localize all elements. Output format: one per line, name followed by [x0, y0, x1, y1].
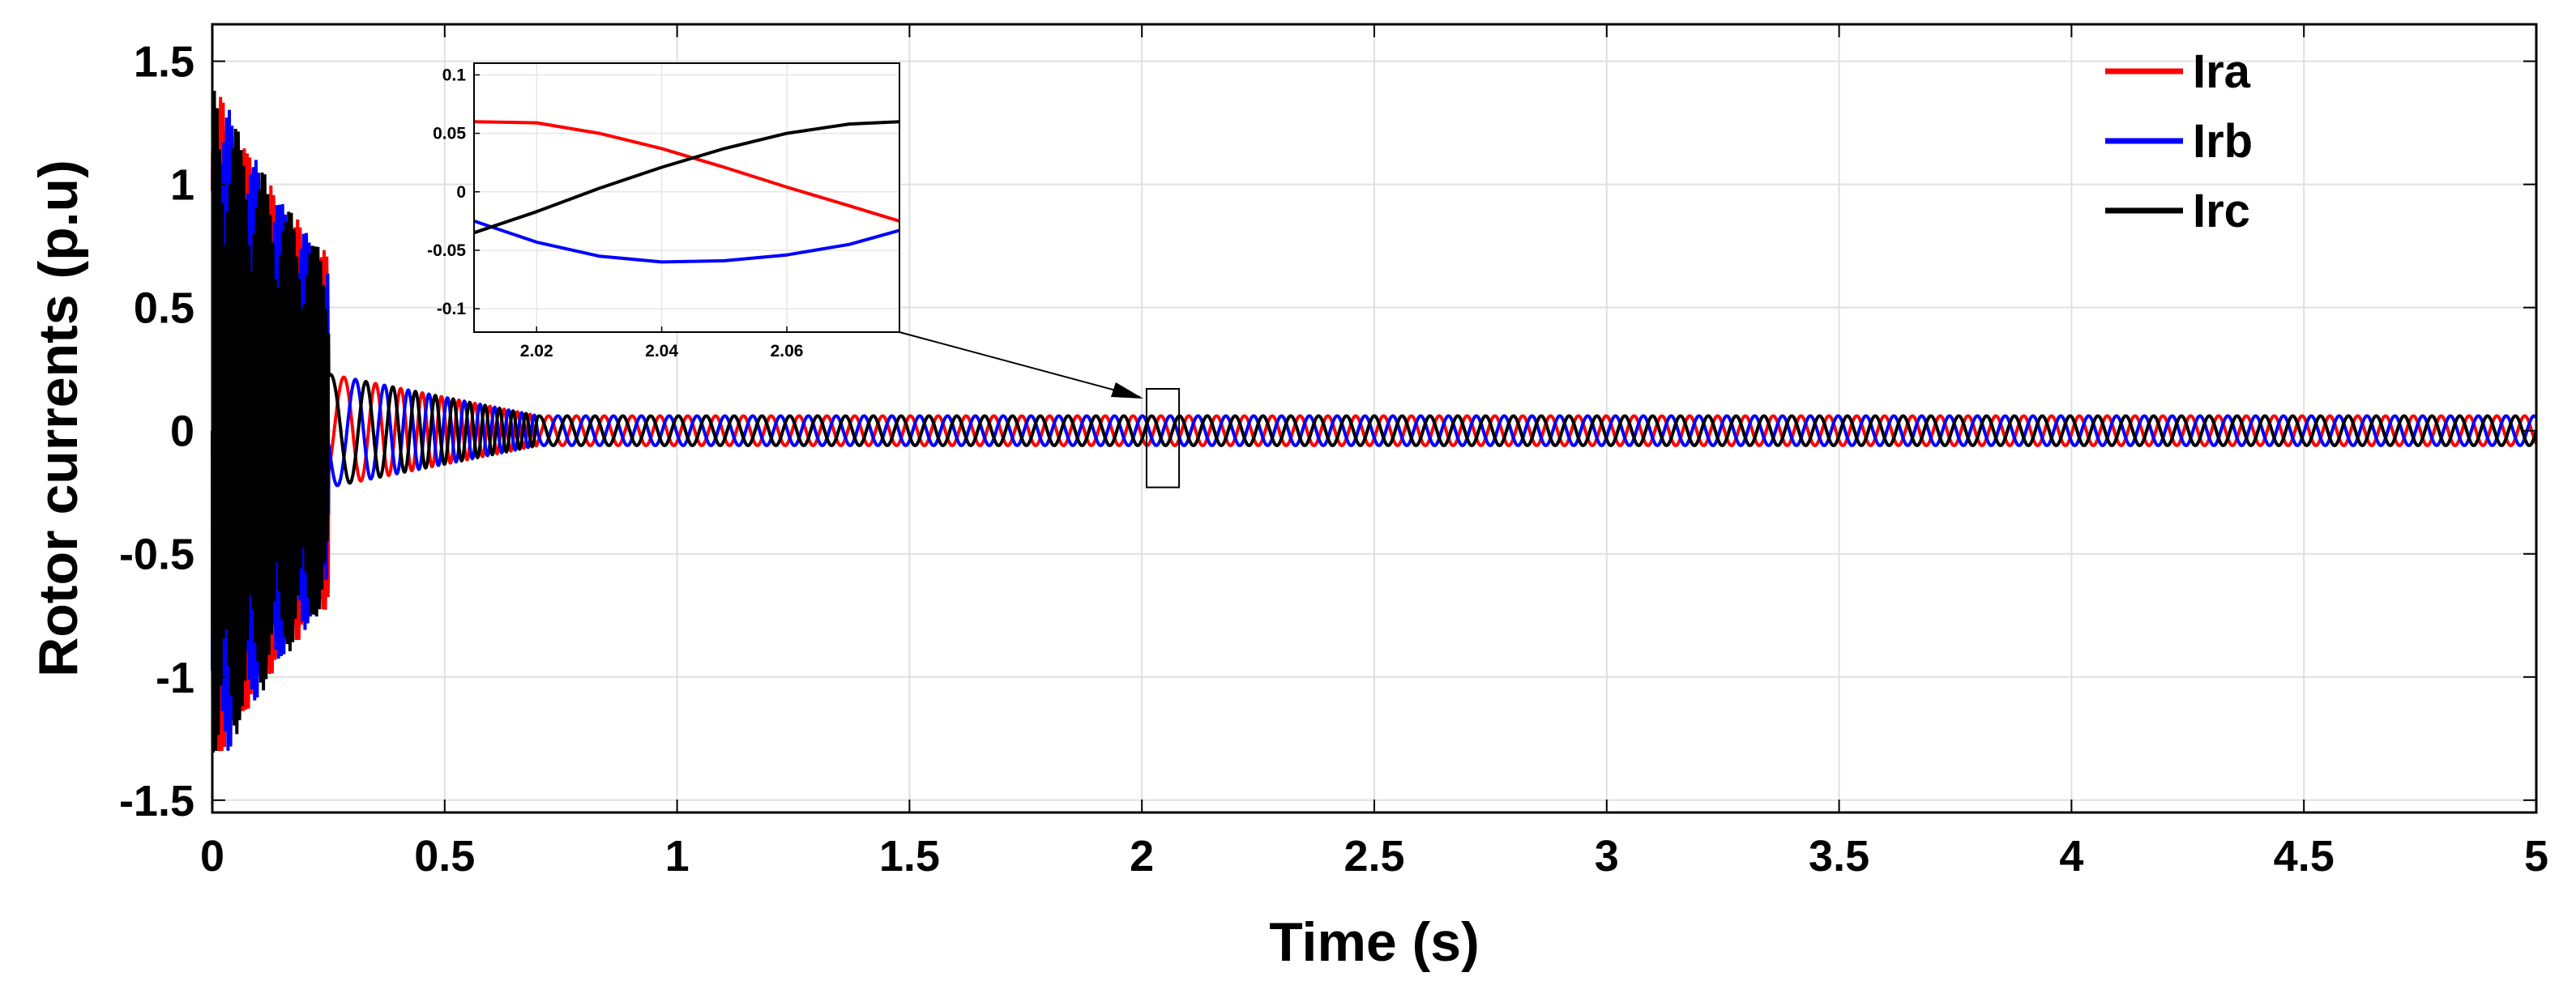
- inset-x-tick-label: 2.02: [520, 342, 553, 360]
- x-tick-label: 4.5: [2274, 832, 2335, 881]
- y-tick-label: -0.5: [119, 531, 194, 579]
- legend-label-irb: Irb: [2193, 115, 2253, 168]
- x-tick-label: 4: [2059, 832, 2083, 881]
- series-line-irc: [211, 91, 2538, 753]
- inset-series-line-irb: [473, 220, 900, 264]
- x-tick-label: 3.5: [1809, 832, 1869, 881]
- inset-x-tick-label: 2.04: [645, 342, 678, 360]
- x-tick-label: 0: [200, 832, 224, 881]
- inset-frame: [473, 62, 900, 333]
- inset-x-tick-label: 2.06: [771, 342, 804, 360]
- zoom-marker: [899, 331, 1181, 488]
- zoom-region-box: [1145, 388, 1181, 488]
- inset-y-tick-label: -0.05: [427, 241, 466, 260]
- y-tick-label: -1.5: [119, 777, 194, 825]
- inset-y-tick-label: 0.1: [442, 66, 467, 84]
- x-tick-label: 1.5: [879, 832, 940, 881]
- x-tick-label: 2: [1130, 832, 1154, 881]
- y-tick-label: 1: [170, 161, 194, 210]
- y-tick-label: 1.5: [134, 38, 194, 87]
- main-plot-lines: [211, 91, 2538, 753]
- x-tick-label: 2.5: [1344, 832, 1404, 881]
- inset-series-line-irc: [473, 120, 900, 235]
- x-tick-label: 0.5: [414, 832, 475, 881]
- inset-y-tick-label: -0.1: [437, 300, 467, 318]
- x-tick-label: 5: [2524, 832, 2548, 881]
- inset-plot: 2.02 2.04 2.06 -0.1 -0.05 0 0.05 0.1: [427, 62, 900, 360]
- legend-label-ira: Ira: [2193, 45, 2251, 98]
- y-tick-label: 0: [170, 407, 194, 456]
- inset-y-tick-label: 0.05: [433, 125, 466, 143]
- x-tick-label: 3: [1595, 832, 1619, 881]
- zoom-arrow-head: [1110, 382, 1143, 399]
- inset-background: [474, 63, 899, 332]
- x-axis-label: Time (s): [1269, 911, 1479, 973]
- main-axis-ticks: 0 0.5 1 1.5 2 2.5 3 3.5 4 4.5 5 -1.5 -1 -0.5 0 0.5 1 1.5: [119, 24, 2548, 881]
- y-tick-label: 0.5: [134, 284, 194, 333]
- legend: Ira Irb Irc: [2105, 45, 2253, 237]
- y-tick-label: -1: [156, 654, 194, 702]
- zoom-connector-line: [899, 331, 1141, 398]
- inset-y-tick-label: 0: [456, 183, 466, 202]
- x-tick-label: 1: [665, 832, 690, 881]
- legend-label-irc: Irc: [2193, 185, 2250, 237]
- y-axis-label: Rotor currents (p.u): [28, 160, 89, 676]
